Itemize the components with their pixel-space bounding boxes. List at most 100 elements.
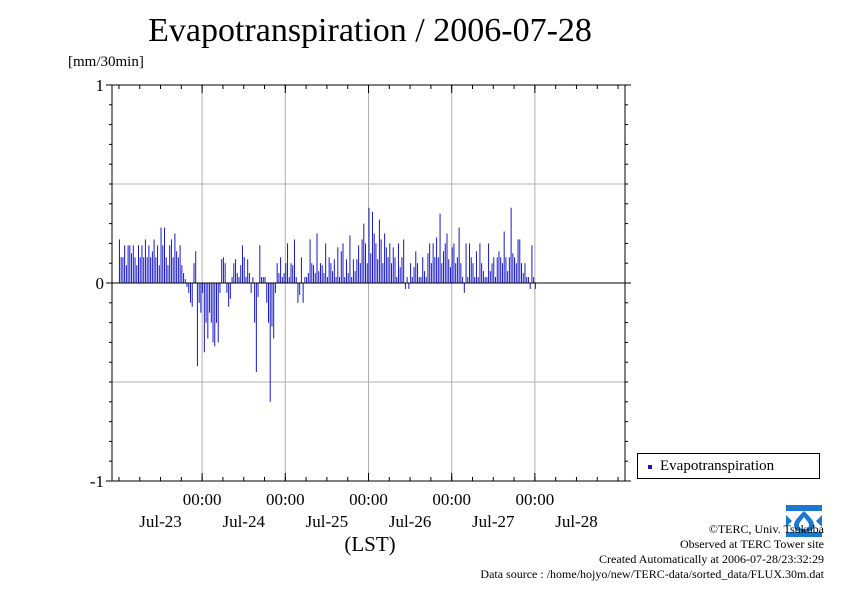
data-bar — [205, 283, 207, 323]
data-bar — [408, 283, 410, 289]
data-bar — [417, 263, 419, 283]
data-bar — [462, 277, 464, 283]
data-bar — [375, 243, 377, 283]
data-bar — [392, 247, 394, 283]
data-bar — [259, 245, 261, 283]
data-bar — [306, 277, 308, 283]
data-bar — [280, 257, 282, 283]
data-bar — [143, 257, 145, 283]
data-bar — [193, 263, 195, 283]
x-tick-label: 00:00 — [432, 490, 471, 509]
credits-block: ©TERC, Univ. Tsukuba Observed at TERC To… — [480, 522, 824, 582]
data-bar — [333, 259, 335, 283]
data-bar — [155, 257, 157, 283]
x-tick-label: 00:00 — [266, 490, 305, 509]
data-bar — [138, 245, 139, 283]
data-bar — [423, 271, 425, 283]
data-bar — [460, 263, 462, 283]
data-bar — [292, 265, 294, 283]
data-bar — [467, 277, 469, 283]
data-bar — [354, 271, 356, 283]
data-bar — [410, 263, 412, 283]
data-bar — [124, 245, 126, 283]
data-bar — [482, 271, 484, 283]
data-bar — [269, 283, 271, 402]
data-bar — [181, 265, 183, 283]
data-bar — [427, 253, 429, 283]
data-bar — [382, 263, 384, 283]
data-bar — [328, 257, 330, 283]
data-bar — [261, 277, 263, 283]
data-bar — [151, 251, 153, 283]
data-bar — [148, 245, 150, 283]
data-bar — [394, 257, 396, 283]
data-bar — [403, 239, 405, 283]
data-bar — [474, 277, 476, 283]
data-bar — [157, 245, 159, 283]
data-bar — [125, 265, 127, 283]
data-bar — [191, 283, 193, 307]
data-bar — [276, 263, 278, 283]
data-bar — [271, 283, 273, 327]
data-bar — [489, 271, 491, 283]
data-bar — [245, 277, 247, 283]
data-bar — [344, 277, 346, 283]
data-bar — [235, 259, 237, 283]
data-bar — [488, 243, 490, 283]
data-bar — [479, 243, 481, 283]
data-bar — [500, 257, 502, 283]
data-bar — [316, 233, 318, 283]
data-bar — [337, 247, 339, 283]
data-bar — [522, 273, 524, 283]
data-bar — [534, 283, 536, 289]
data-bar — [118, 239, 120, 283]
data-bar — [493, 257, 495, 283]
data-bar — [278, 273, 280, 283]
data-bar — [448, 259, 450, 283]
data-bar — [420, 277, 422, 283]
data-bar — [475, 251, 477, 283]
data-bar — [144, 239, 146, 283]
data-bar — [323, 273, 325, 283]
data-bar — [209, 283, 211, 313]
data-bar — [287, 243, 289, 283]
data-bar — [240, 265, 242, 283]
legend: Evapotranspiration — [637, 453, 820, 479]
data-bar — [262, 277, 264, 283]
data-bar — [404, 283, 406, 289]
data-bar — [228, 283, 230, 307]
data-bar — [449, 267, 451, 283]
data-bar — [512, 253, 514, 283]
data-bar — [198, 283, 200, 303]
data-bar — [425, 277, 427, 283]
data-bar — [139, 257, 141, 283]
data-bar — [472, 263, 474, 283]
observation-site-text: Observed at TERC Tower site — [679, 537, 824, 551]
data-bar — [207, 283, 209, 339]
data-bar — [203, 283, 205, 353]
data-bar — [231, 277, 233, 283]
data-bar — [455, 263, 457, 283]
data-bar — [238, 277, 240, 283]
data-bar — [339, 277, 341, 283]
data-bar — [267, 283, 269, 323]
data-bar — [385, 247, 387, 283]
data-bar — [514, 257, 516, 283]
data-bar — [297, 283, 299, 303]
data-bar — [501, 263, 503, 283]
data-bar — [384, 233, 386, 283]
data-bar — [153, 239, 155, 283]
data-bar — [299, 283, 301, 295]
data-bar — [169, 245, 171, 283]
data-bar — [453, 243, 455, 283]
data-bar — [250, 283, 252, 293]
data-bar — [524, 263, 526, 283]
data-bar — [361, 239, 363, 283]
data-bar — [517, 239, 519, 283]
data-bar — [274, 283, 276, 293]
data-bar — [195, 251, 197, 283]
data-bar — [127, 245, 129, 283]
data-bar — [325, 243, 327, 283]
legend-swatch — [648, 465, 652, 469]
data-bar — [463, 283, 465, 293]
